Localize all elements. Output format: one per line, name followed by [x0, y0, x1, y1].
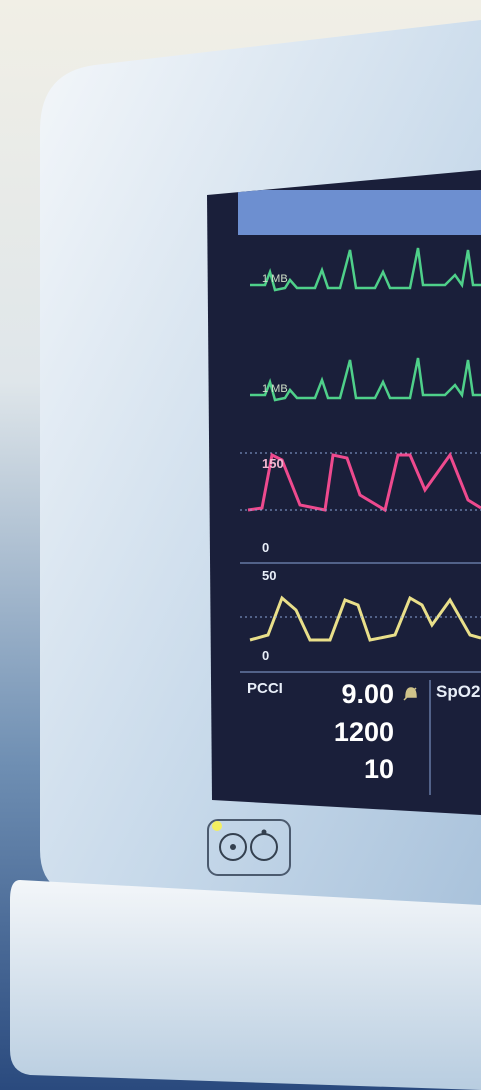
- pleth-wave: [249, 595, 481, 642]
- alarm-icon: [403, 687, 417, 701]
- param-value: 9.00: [341, 679, 394, 709]
- header-bar: [238, 190, 481, 235]
- scale-label: 150: [262, 456, 284, 471]
- param-value: 1200: [334, 717, 394, 747]
- button-panel: [207, 819, 291, 876]
- trace-label: 1 MB: [262, 383, 288, 395]
- screen: [207, 170, 481, 815]
- pressure-wave: [247, 451, 481, 513]
- monitor-base: [10, 880, 481, 1090]
- ecg-wave: [250, 247, 481, 292]
- param-label: SpO2: [436, 682, 480, 701]
- trace-label: 1 MB: [262, 273, 288, 285]
- screen-content: 1 MB 1 MB 150 0 50 0 PCCI 9.00 1200 10 S…: [238, 190, 481, 795]
- button-dot: [230, 844, 236, 850]
- param-label: PCCI: [247, 680, 283, 697]
- scale-label: 0: [262, 648, 269, 663]
- power-led: [212, 821, 222, 831]
- param-value: 10: [364, 754, 394, 784]
- scale-label: 50: [262, 568, 276, 583]
- button-dot: [261, 829, 267, 835]
- button[interactable]: [219, 833, 247, 861]
- scale-label: 0: [262, 540, 269, 555]
- ecg-wave: [250, 357, 481, 402]
